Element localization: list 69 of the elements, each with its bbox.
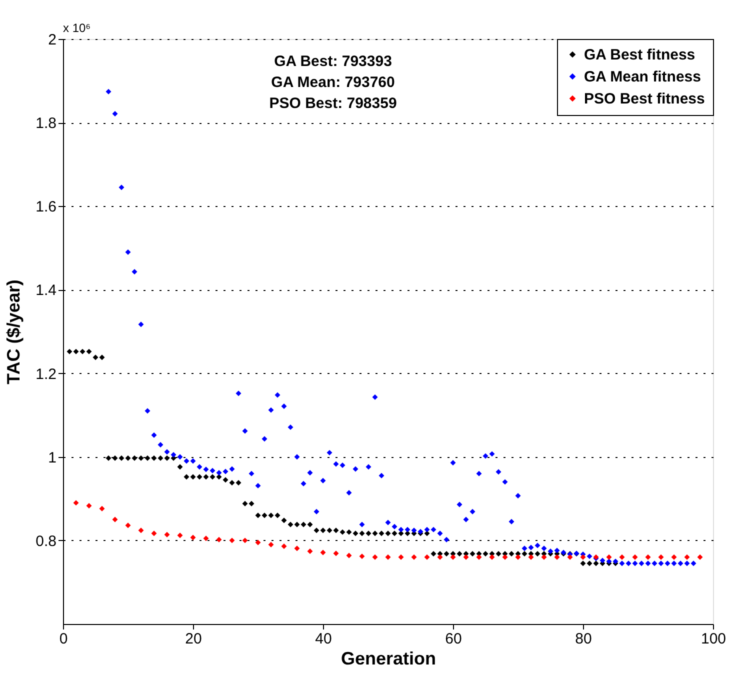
point [346, 552, 352, 558]
point [658, 554, 664, 560]
x-tick-label: 0 [59, 630, 68, 648]
y-tick-label: 1.2 [36, 366, 56, 383]
point [541, 554, 547, 560]
legend-label: PSO Best fitness [584, 90, 705, 108]
y-tick-label: 1 [48, 449, 56, 466]
point [255, 540, 261, 546]
legend-label: GA Best fitness [584, 46, 696, 64]
point [567, 554, 573, 560]
point [294, 546, 300, 552]
point [502, 554, 508, 560]
point [385, 554, 391, 560]
point [164, 532, 170, 538]
point [450, 554, 456, 560]
y-tick-label: 1.8 [36, 115, 56, 132]
point [489, 554, 495, 560]
point [398, 554, 404, 560]
point [619, 554, 625, 560]
point [359, 554, 365, 560]
point [645, 554, 651, 560]
point [554, 554, 560, 560]
annotation: GA Best: 793393 [274, 53, 392, 70]
point [190, 534, 196, 540]
x-tick-label: 20 [185, 630, 202, 648]
point [671, 554, 677, 560]
y-tick-label: 0.8 [36, 532, 56, 550]
point [138, 528, 144, 534]
point [606, 554, 612, 560]
point [112, 516, 118, 522]
point [411, 554, 417, 560]
point [216, 536, 222, 542]
point [151, 530, 157, 536]
point [99, 506, 105, 512]
y-tick-label: 2 [48, 32, 56, 48]
legend-label: GA Mean fitness [584, 68, 701, 86]
point [684, 554, 690, 560]
point [307, 548, 313, 554]
point [281, 544, 287, 550]
point [515, 554, 521, 560]
point [203, 536, 209, 542]
point [177, 532, 183, 538]
point [125, 522, 131, 528]
x-tick-label: 40 [315, 630, 332, 648]
point [424, 554, 430, 560]
x-axis-title: Generation [340, 648, 436, 668]
point [372, 554, 378, 560]
text: x 10⁶ [63, 21, 91, 35]
point [242, 538, 248, 544]
point [580, 554, 586, 560]
annotation: GA Mean: 793760 [271, 74, 395, 91]
point [320, 550, 326, 556]
point [333, 550, 339, 556]
point [463, 554, 469, 560]
point [73, 500, 79, 506]
point [476, 554, 482, 560]
y-axis-title: TAC ($/year) [4, 280, 24, 384]
annotation: PSO Best: 798359 [269, 95, 397, 112]
point [268, 542, 274, 548]
y-tick-label: 1.6 [36, 198, 56, 216]
x-tick-label: 100 [700, 630, 726, 648]
x-tick-label: 60 [445, 630, 462, 648]
point [437, 554, 443, 560]
y-tick-label: 1.4 [36, 282, 56, 300]
point [229, 538, 235, 544]
x-tick-label: 80 [575, 630, 592, 648]
point [697, 554, 703, 560]
point [632, 554, 638, 560]
point [528, 554, 534, 560]
